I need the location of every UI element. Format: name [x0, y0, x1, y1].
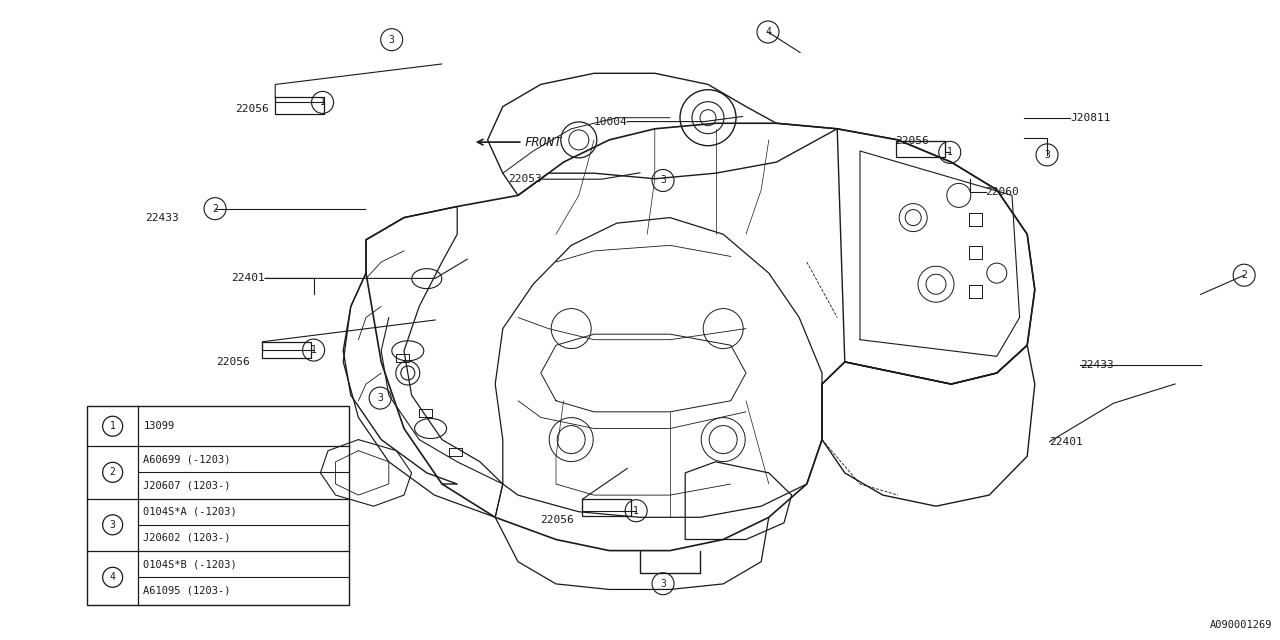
Text: 22060: 22060	[986, 187, 1019, 197]
Text: J20607 (1203-): J20607 (1203-)	[143, 481, 230, 490]
Text: 22056: 22056	[540, 515, 573, 525]
Text: 22401: 22401	[232, 273, 265, 284]
Text: 22401: 22401	[1050, 436, 1083, 447]
Text: 3: 3	[378, 393, 383, 403]
Text: FRONT: FRONT	[525, 136, 562, 148]
Text: 22056: 22056	[896, 136, 929, 146]
Text: 3: 3	[389, 35, 394, 45]
Text: A60699 (-1203): A60699 (-1203)	[143, 454, 230, 464]
Text: 22433: 22433	[146, 212, 179, 223]
Text: 2: 2	[110, 467, 115, 477]
Text: J20811: J20811	[1070, 113, 1111, 124]
Bar	[896, 141, 945, 157]
Bar	[262, 342, 311, 358]
Bar	[87, 406, 349, 605]
Text: 1: 1	[320, 97, 325, 108]
Text: 3: 3	[660, 579, 666, 589]
Text: 4: 4	[765, 27, 771, 37]
Text: 2: 2	[212, 204, 218, 214]
Text: 0104S*B (-1203): 0104S*B (-1203)	[143, 559, 237, 569]
Text: 1: 1	[311, 345, 316, 355]
Text: 3: 3	[660, 175, 666, 186]
Text: 22433: 22433	[1080, 360, 1114, 370]
Text: 10004: 10004	[594, 116, 627, 127]
Text: 1: 1	[110, 421, 115, 431]
Text: A090001269: A090001269	[1210, 620, 1272, 630]
Text: 3: 3	[1044, 150, 1050, 160]
Text: 1: 1	[634, 506, 639, 516]
Bar	[275, 97, 324, 114]
Text: 22053: 22053	[508, 174, 541, 184]
Bar	[582, 499, 631, 516]
Text: J20602 (1203-): J20602 (1203-)	[143, 533, 230, 543]
Text: 4: 4	[110, 572, 115, 582]
Text: 1: 1	[947, 147, 952, 157]
Text: 0104S*A (-1203): 0104S*A (-1203)	[143, 507, 237, 516]
Text: 22056: 22056	[236, 104, 269, 114]
Text: 2: 2	[1242, 270, 1247, 280]
Text: 3: 3	[110, 520, 115, 530]
Text: A61095 (1203-): A61095 (1203-)	[143, 586, 230, 595]
Text: 22056: 22056	[216, 356, 250, 367]
Text: 13099: 13099	[143, 421, 174, 431]
